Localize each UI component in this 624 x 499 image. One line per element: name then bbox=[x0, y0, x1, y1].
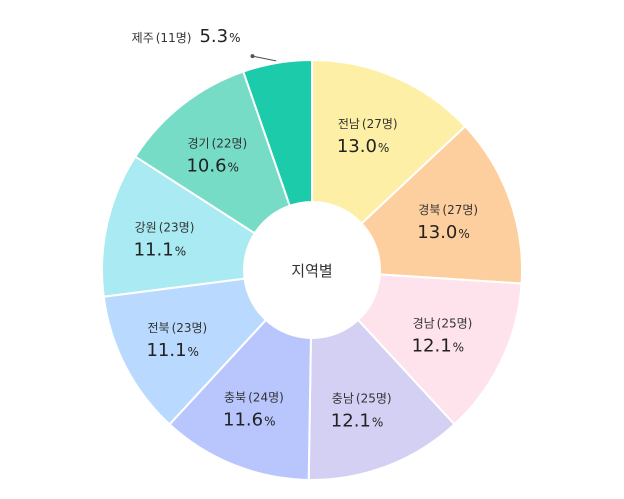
donut-hole bbox=[243, 201, 381, 339]
slice-name-경기: 경기 (22명) bbox=[187, 137, 247, 151]
leader-line bbox=[252, 55, 277, 62]
slice-value-전북: 11.1% bbox=[146, 340, 198, 361]
slice-labels: 전남 (27명) 13.0% 경북 (27명) 13.0% 경남 (25명) 12.1% 충남 (2… bbox=[132, 26, 478, 431]
slice-value-강원: 11.1% bbox=[134, 239, 186, 260]
slice-name-경남: 경남 (25명) bbox=[413, 317, 473, 331]
slice-name-충북: 충북 (24명) bbox=[224, 390, 284, 404]
slice-value-경북: 13.0% bbox=[417, 222, 469, 243]
slice-value-충남: 12.1% bbox=[331, 410, 383, 431]
center-label: 지역별 bbox=[291, 262, 332, 280]
slice-name-충남: 충남 (25명) bbox=[332, 391, 392, 405]
slice-value-경남: 12.1% bbox=[412, 336, 464, 357]
slice-value-충북: 11.6% bbox=[223, 409, 275, 430]
slice-label-제주: 제주 (11명) 5.3% bbox=[132, 26, 241, 47]
slice-name-전북: 전북 (23명) bbox=[147, 321, 207, 335]
slice-name-강원: 강원 (23명) bbox=[135, 220, 195, 234]
slice-name-경북: 경북 (27명) bbox=[418, 203, 478, 217]
leader-dot bbox=[250, 54, 255, 59]
slice-value-경기: 10.6% bbox=[186, 156, 238, 177]
slice-name-전남: 전남 (27명) bbox=[338, 117, 398, 131]
slice-value-전남: 13.0% bbox=[337, 136, 389, 157]
